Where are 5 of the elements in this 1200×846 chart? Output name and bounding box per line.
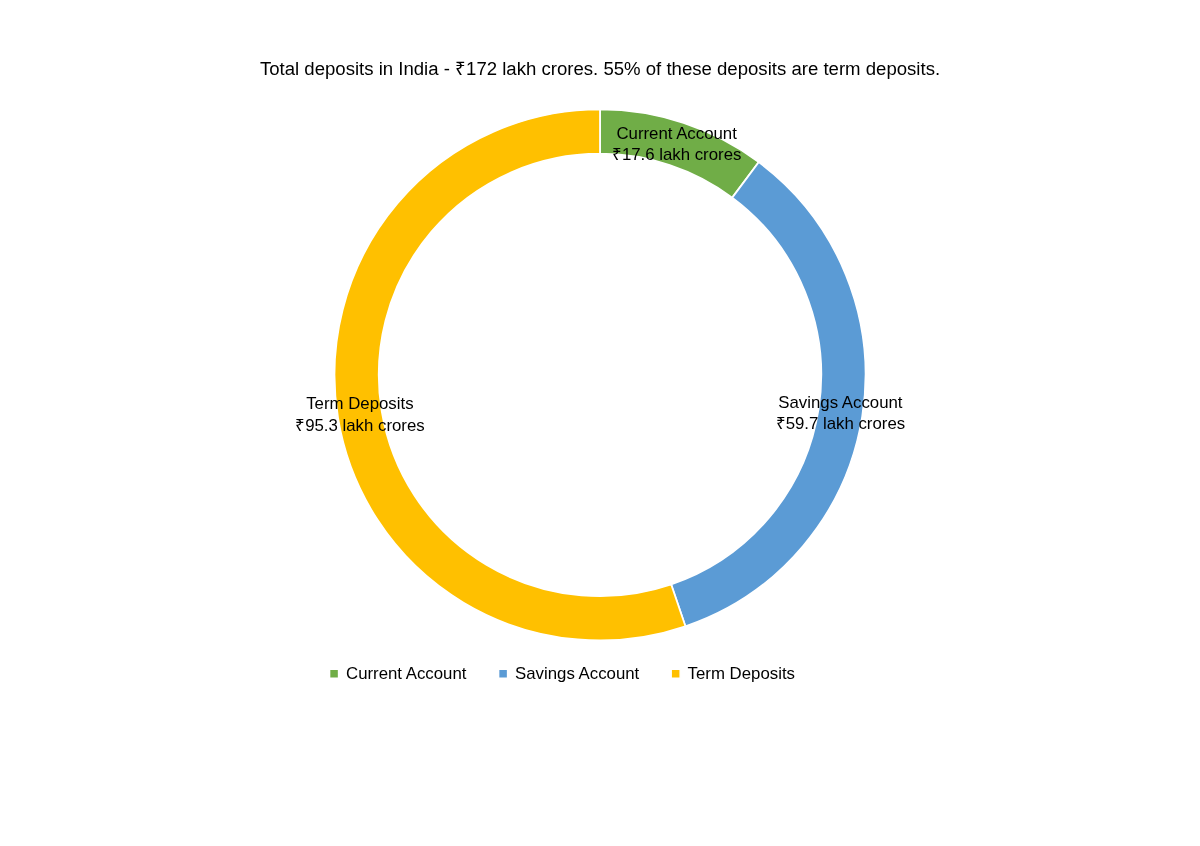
data-label: ₹59.7 lakh crores (775, 413, 906, 433)
legend-label: Term Deposits (687, 664, 795, 684)
legend-label: Current Account (346, 664, 467, 684)
chart-title: Total deposits in India - ₹172 lakh crores. 55% of these deposits are term deposits. (259, 57, 941, 79)
legend-label: Savings Account (515, 664, 640, 684)
